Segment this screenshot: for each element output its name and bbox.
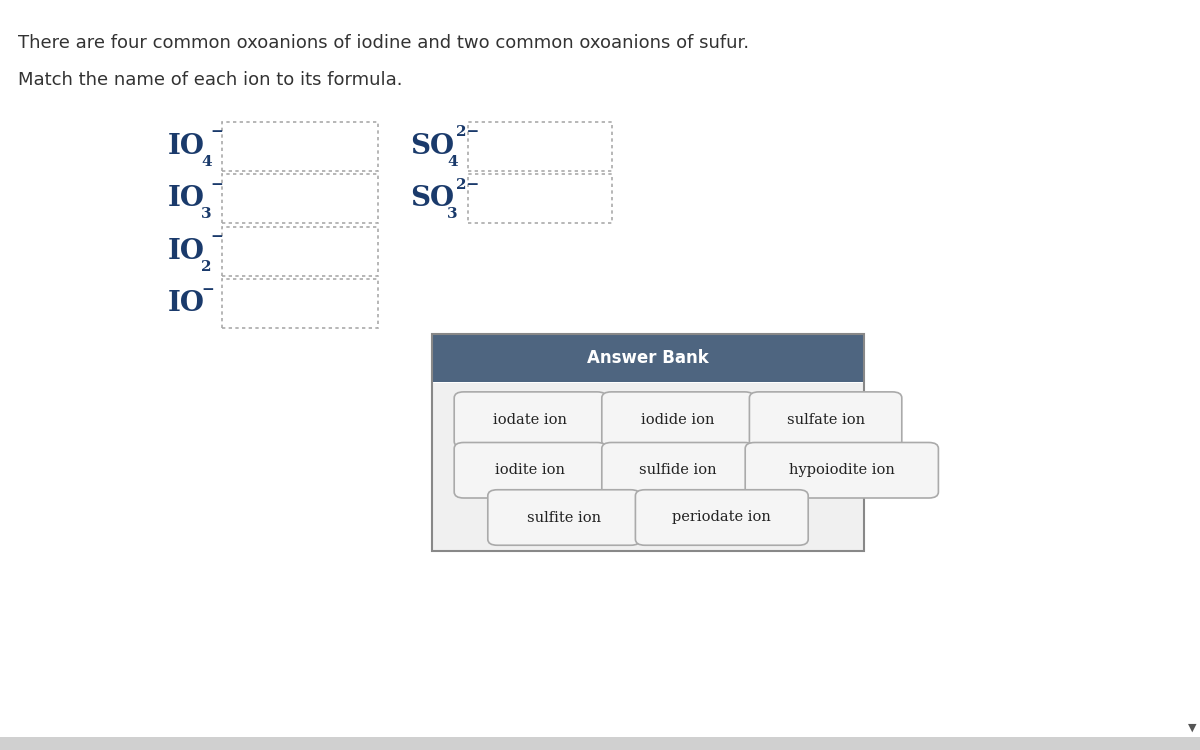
Text: periodate ion: periodate ion — [672, 511, 772, 524]
Bar — [222, 226, 378, 275]
Text: Answer Bank: Answer Bank — [587, 349, 709, 367]
Bar — [432, 334, 864, 551]
FancyBboxPatch shape — [487, 490, 641, 545]
Bar — [222, 122, 378, 171]
Bar — [468, 122, 612, 171]
Bar — [222, 280, 378, 328]
Text: 2: 2 — [202, 260, 211, 274]
Text: −: − — [202, 283, 214, 297]
Text: 4: 4 — [202, 155, 212, 169]
FancyBboxPatch shape — [454, 392, 607, 447]
Text: −: − — [210, 230, 223, 244]
Text: IO: IO — [168, 238, 204, 265]
Text: Match the name of each ion to its formula.: Match the name of each ion to its formul… — [18, 71, 402, 89]
Text: 2−: 2− — [456, 178, 480, 192]
Text: −: − — [210, 178, 223, 192]
Text: sulfide ion: sulfide ion — [640, 464, 716, 477]
Text: iodite ion: iodite ion — [496, 464, 565, 477]
FancyBboxPatch shape — [601, 392, 754, 447]
Text: IO: IO — [168, 133, 204, 160]
Text: SO: SO — [410, 133, 454, 160]
FancyBboxPatch shape — [745, 442, 938, 498]
FancyBboxPatch shape — [454, 442, 607, 498]
Text: hypoiodite ion: hypoiodite ion — [788, 464, 895, 477]
Text: There are four common oxoanions of iodine and two common oxoanions of sufur.: There are four common oxoanions of iodin… — [18, 34, 749, 52]
Text: 4: 4 — [448, 155, 458, 169]
Text: sulfate ion: sulfate ion — [786, 413, 865, 427]
Text: IO: IO — [168, 185, 204, 212]
FancyBboxPatch shape — [636, 490, 809, 545]
FancyBboxPatch shape — [749, 392, 902, 447]
Text: iodide ion: iodide ion — [641, 413, 715, 427]
Bar — [468, 175, 612, 223]
Bar — [432, 334, 864, 382]
FancyBboxPatch shape — [601, 442, 754, 498]
Text: sulfite ion: sulfite ion — [527, 511, 601, 524]
Text: iodate ion: iodate ion — [493, 413, 568, 427]
Text: SO: SO — [410, 185, 454, 212]
Text: 3: 3 — [202, 208, 212, 221]
Bar — [0, 736, 1200, 750]
Text: ▼: ▼ — [1188, 723, 1196, 733]
Text: 2−: 2− — [456, 125, 480, 140]
Bar — [432, 382, 864, 551]
Bar — [222, 175, 378, 223]
Text: −: − — [210, 125, 223, 140]
Text: IO: IO — [168, 290, 204, 317]
Text: 3: 3 — [448, 208, 458, 221]
